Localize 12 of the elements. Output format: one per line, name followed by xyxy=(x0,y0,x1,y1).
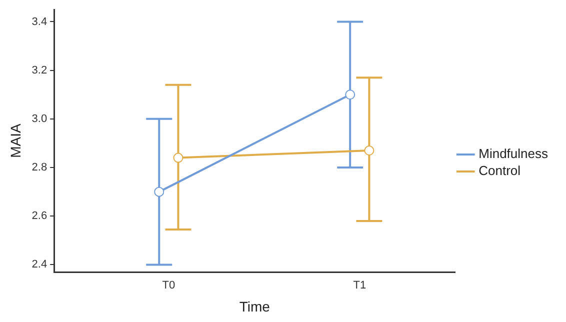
y-tick-label: 2.8 xyxy=(32,162,48,174)
y-axis-title: MAIA xyxy=(7,123,24,158)
legend-label: Control xyxy=(478,163,521,178)
legend-label: Mindfulness xyxy=(478,146,548,162)
y-tick-label: 2.6 xyxy=(32,210,48,222)
x-tick-label: T0 xyxy=(162,280,176,292)
y-tick-label: 3.2 xyxy=(32,64,48,76)
x-axis-title: Time xyxy=(239,298,270,314)
y-tick-label: 3.4 xyxy=(32,16,48,28)
y-tick-label: 3.0 xyxy=(32,112,48,125)
x-tick-label: T1 xyxy=(353,280,366,292)
y-tick-label: 2.4 xyxy=(32,258,48,271)
